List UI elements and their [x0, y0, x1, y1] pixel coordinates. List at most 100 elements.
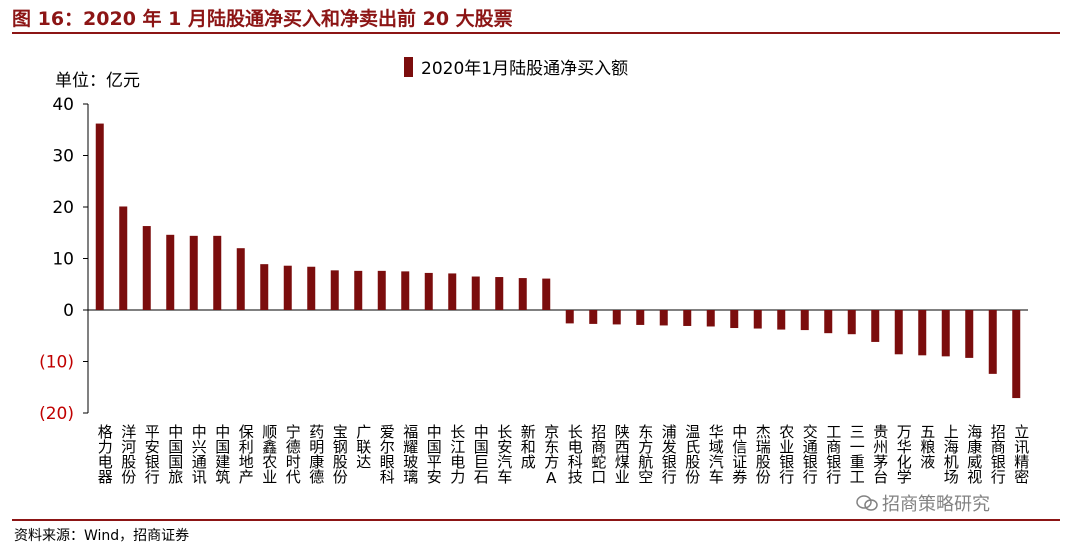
- unit-label: 单位：亿元: [55, 71, 140, 91]
- bar: [1012, 310, 1021, 399]
- x-tick-label: 新和成: [519, 424, 537, 470]
- bar: [988, 310, 997, 374]
- x-tick-label: 工商银行: [824, 424, 842, 485]
- x-tick-label: 浦发银行: [660, 424, 678, 485]
- x-tick-label: 宁德时代: [284, 424, 302, 485]
- bar: [589, 310, 598, 324]
- bar: [307, 266, 316, 310]
- y-tick-label: (20): [39, 404, 74, 424]
- x-tick-label: 海康威视: [965, 424, 983, 485]
- figure-title: 图 16：2020 年 1 月陆股通净买入和净卖出前 20 大股票: [12, 8, 513, 30]
- x-tick-label: 格力电器: [96, 424, 114, 484]
- x-tick-label: 京东方A: [542, 424, 560, 487]
- bar: [941, 310, 950, 357]
- bar: [236, 248, 245, 310]
- bottom-divider: [12, 519, 1060, 521]
- wechat-icon: [856, 495, 878, 511]
- x-tick-label: 温氏股份: [683, 424, 701, 485]
- bar: [777, 310, 786, 330]
- bar: [565, 310, 574, 324]
- x-tick-label: 三一重工: [848, 424, 866, 484]
- x-tick-label: 中国平安: [425, 424, 443, 484]
- x-tick-label: 立讯精密: [1012, 424, 1030, 484]
- chart-legend: 2020年1月陆股通净买入额: [404, 54, 628, 79]
- top-divider: [12, 32, 1060, 34]
- x-tick-label: 长电科技: [566, 424, 584, 485]
- bar: [495, 277, 504, 310]
- x-tick-label: 万华化学: [895, 424, 913, 484]
- bar: [800, 310, 809, 331]
- bar: [965, 310, 974, 358]
- bar: [612, 310, 621, 325]
- bar: [142, 226, 151, 310]
- bar: [119, 206, 128, 310]
- bar: [706, 310, 715, 327]
- y-tick-label: 30: [52, 147, 74, 167]
- x-tick-label: 中信证券: [730, 424, 748, 485]
- bar: [753, 310, 762, 329]
- bar: [377, 270, 386, 310]
- watermark-text: 招商策略研究: [882, 494, 990, 515]
- bar: [730, 310, 739, 329]
- bar: [659, 310, 668, 326]
- bar-series: [95, 123, 1021, 399]
- x-tick-label: 爱尔眼科: [378, 424, 396, 484]
- bar: [518, 278, 527, 310]
- x-tick-label: 福耀玻璃: [401, 424, 419, 484]
- bar: [213, 235, 222, 310]
- bar: [847, 310, 856, 335]
- source-note: 资料来源：Wind，招商证券: [14, 528, 190, 544]
- bar: [401, 271, 410, 310]
- x-tick-label: 长安汽车: [495, 424, 513, 484]
- y-axis: 40 30 20 10 0 (10) (20): [39, 95, 1028, 424]
- x-tick-label: 农业银行: [777, 424, 795, 485]
- x-tick-label: 中国建筑: [213, 424, 231, 485]
- bar: [354, 270, 363, 310]
- x-tick-label: 贵州茅台: [871, 424, 889, 484]
- y-tick-label: 0: [63, 301, 74, 321]
- legend-swatch: [404, 56, 413, 77]
- bar: [330, 270, 339, 310]
- watermark: 招商策略研究: [856, 490, 990, 516]
- x-tick-label: 招商蛇口: [589, 424, 607, 484]
- bar: [448, 273, 457, 310]
- bar: [95, 123, 104, 310]
- x-tick-label: 顺鑫农业: [260, 424, 278, 484]
- x-tick-label: 杰瑞股份: [754, 424, 772, 485]
- x-tick-label: 陕西煤业: [613, 424, 631, 484]
- bar: [283, 265, 292, 310]
- bar: [542, 278, 551, 310]
- x-tick-label: 中兴通讯: [190, 424, 208, 485]
- y-tick-label: 40: [52, 95, 74, 115]
- x-tick-label: 交通银行: [801, 423, 819, 485]
- x-tick-label: 药明康德: [307, 424, 325, 484]
- bar: [471, 276, 480, 310]
- x-tick-label: 洋河股份: [119, 424, 137, 485]
- bar: [424, 272, 433, 310]
- bar: [189, 235, 198, 310]
- bar: [683, 310, 692, 326]
- legend-label: 2020年1月陆股通净买入额: [421, 59, 629, 79]
- x-tick-label: 宝钢股份: [331, 424, 349, 485]
- bar: [918, 310, 927, 356]
- x-axis-labels: 格力电器 洋河股份 平安银行 中国国旅 中兴通讯 中国建筑 保利地产 顺鑫农业 宁德时代 药明康德…: [96, 423, 1031, 487]
- x-tick-label: 华域汽车: [707, 424, 725, 484]
- x-tick-label: 东方航空: [636, 424, 654, 484]
- x-tick-label: 上海机场: [942, 424, 960, 485]
- x-tick-label: 中国巨石: [472, 424, 490, 484]
- x-tick-label: 长江电力: [448, 424, 466, 485]
- bar: [166, 234, 175, 310]
- x-tick-label: 广联达: [354, 424, 372, 469]
- bar: [260, 264, 269, 310]
- x-tick-label: 五粮液: [918, 424, 936, 469]
- y-tick-label: (10): [39, 353, 74, 373]
- x-tick-label: 招商银行: [989, 424, 1007, 485]
- x-tick-label: 中国国旅: [166, 424, 184, 485]
- bar: [636, 310, 645, 325]
- bar: [824, 310, 833, 334]
- x-tick-label: 平安银行: [143, 424, 161, 485]
- bar: [894, 310, 903, 355]
- y-tick-label: 10: [52, 250, 74, 270]
- y-tick-label: 20: [52, 198, 74, 218]
